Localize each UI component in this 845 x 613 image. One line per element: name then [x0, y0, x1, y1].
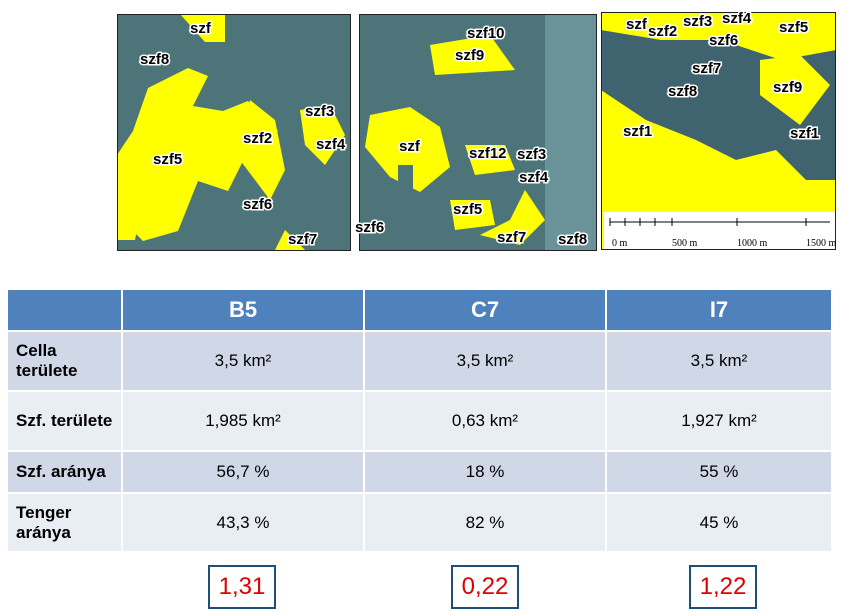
column-header: B5	[123, 290, 363, 330]
map-label: szf	[626, 16, 648, 33]
map-label: szf2	[648, 23, 677, 40]
map-label: szf6	[243, 196, 272, 213]
map-label: szf8	[140, 51, 169, 68]
table-cell: 1,927 km²	[607, 392, 831, 450]
map-label: szf5	[779, 19, 808, 36]
map-label: szf8	[558, 231, 587, 248]
map-c7	[359, 14, 597, 251]
table-row: Tenger aránya 43,3 % 82 % 45 %	[8, 494, 831, 551]
map-label: szf3	[683, 13, 712, 30]
table-row: Szf. területe 1,985 km² 0,63 km² 1,927 km²	[8, 392, 831, 450]
ratio-box: 1,31	[208, 565, 276, 609]
table-cell: 56,7 %	[123, 452, 363, 492]
scale-label: 1000 m	[737, 238, 768, 249]
scale-label: 500 m	[672, 238, 698, 249]
map-label: szf4	[519, 169, 549, 186]
map-label: szf6	[709, 32, 738, 49]
map-b5	[117, 14, 351, 251]
map-label: szf10	[467, 25, 505, 42]
table-cell: 55 %	[607, 452, 831, 492]
column-header: C7	[365, 290, 605, 330]
table-cell: 43,3 %	[123, 494, 363, 551]
data-table: B5 C7 I7 Cella területe 3,5 km² 3,5 km² 3,5 k…	[6, 288, 833, 553]
row-label: Cella területe	[8, 332, 121, 390]
map-label: szf5	[453, 201, 482, 218]
map-label: szf8	[668, 83, 697, 100]
maps: szf szf8 szf3 szf2 szf5 szf4 szf6 szf7 szf10 szf9…	[117, 9, 837, 251]
scale-label: 1500 m	[806, 238, 837, 249]
map-label: szf1	[790, 125, 819, 142]
map-i7	[601, 12, 836, 250]
scale-box	[604, 212, 836, 250]
map-label: szf12	[469, 145, 507, 162]
table-row: Cella területe 3,5 km² 3,5 km² 3,5 km²	[8, 332, 831, 390]
map-label: szf6	[355, 219, 384, 236]
column-header: I7	[607, 290, 831, 330]
table-cell: 3,5 km²	[607, 332, 831, 390]
header-corner	[8, 290, 121, 330]
scale-label: 0 m	[612, 238, 628, 249]
map-label: szf3	[305, 103, 334, 120]
row-label: Szf. területe	[8, 392, 121, 450]
row-label: Tenger aránya	[8, 494, 121, 551]
map-label: szf4	[722, 10, 752, 27]
map-label: szf2	[243, 130, 272, 147]
ratio-box: 1,22	[689, 565, 757, 609]
map-label: szf7	[497, 229, 526, 246]
row-label: Szf. aránya	[8, 452, 121, 492]
map-label: szf4	[316, 136, 346, 153]
map-label: szf1	[623, 123, 652, 140]
table-cell: 18 %	[365, 452, 605, 492]
table-cell: 1,985 km²	[123, 392, 363, 450]
map-label: szf7	[288, 231, 317, 248]
map-label: szf7	[692, 60, 721, 77]
ratio-box: 0,22	[451, 565, 519, 609]
map-label: szf9	[773, 79, 802, 96]
map-label: szf	[399, 138, 421, 155]
map-label: szf	[190, 20, 212, 37]
map-label: szf9	[455, 47, 484, 64]
table-row: Szf. aránya 56,7 % 18 % 55 %	[8, 452, 831, 492]
map-label: szf5	[153, 151, 182, 168]
table-cell: 3,5 km²	[365, 332, 605, 390]
table-cell: 3,5 km²	[123, 332, 363, 390]
table-cell: 45 %	[607, 494, 831, 551]
map-label: szf3	[517, 146, 546, 163]
table-cell: 0,63 km²	[365, 392, 605, 450]
table-cell: 82 %	[365, 494, 605, 551]
